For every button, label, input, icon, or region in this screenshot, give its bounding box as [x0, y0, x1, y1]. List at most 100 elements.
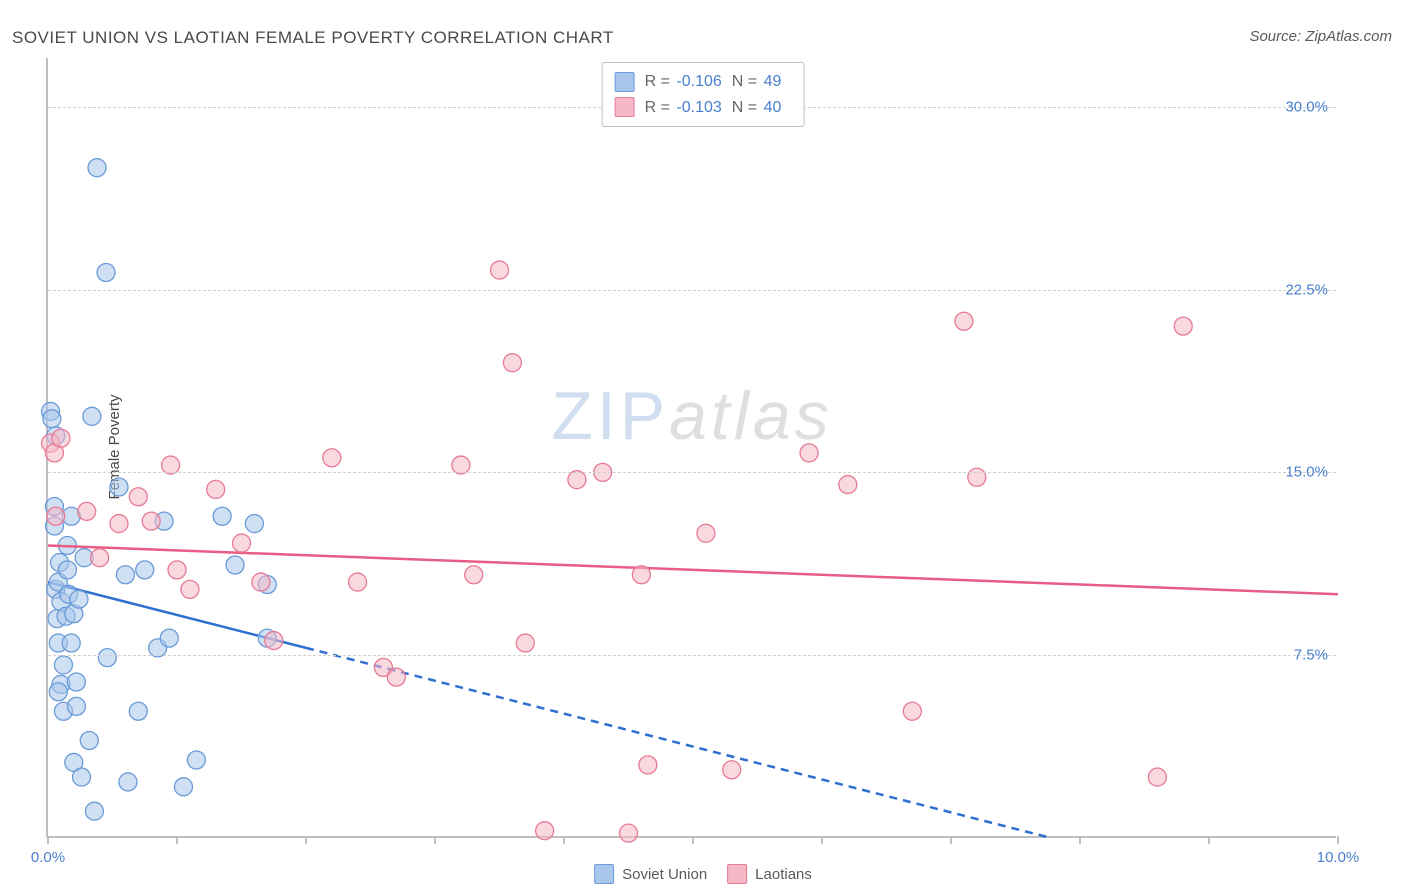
x-tick — [563, 836, 565, 844]
point-soviet — [213, 507, 231, 525]
n-value: 49 — [764, 73, 782, 90]
legend-series-label: Laotians — [755, 866, 812, 883]
point-soviet — [116, 566, 134, 584]
point-laotian — [516, 634, 534, 652]
point-laotian — [800, 444, 818, 462]
x-tick — [1079, 836, 1081, 844]
point-soviet — [67, 673, 85, 691]
point-soviet — [88, 159, 106, 177]
legend-series-item: Soviet Union — [594, 864, 707, 884]
point-soviet — [43, 410, 61, 428]
x-tick — [434, 836, 436, 844]
point-soviet — [98, 649, 116, 667]
point-laotian — [1148, 768, 1166, 786]
legend-correlation-row: R = -0.103 N = 40 — [615, 95, 792, 121]
plot-svg — [48, 58, 1336, 836]
x-tick — [821, 836, 823, 844]
point-laotian — [697, 524, 715, 542]
point-laotian — [903, 702, 921, 720]
point-soviet — [226, 556, 244, 574]
point-soviet — [70, 590, 88, 608]
legend-series: Soviet Union Laotians — [594, 864, 812, 884]
x-tick — [1337, 836, 1339, 844]
point-laotian — [207, 480, 225, 498]
legend-correlation: R = -0.106N = 49R = -0.103N = 40 — [602, 62, 805, 127]
point-laotian — [839, 476, 857, 494]
point-soviet — [119, 773, 137, 791]
n-label: N = — [732, 73, 757, 90]
point-laotian — [452, 456, 470, 474]
point-soviet — [58, 561, 76, 579]
r-label: R = — [645, 73, 670, 90]
legend-swatch — [727, 864, 747, 884]
point-laotian — [168, 561, 186, 579]
y-tick-label: 30.0% — [1285, 98, 1328, 115]
x-tick — [176, 836, 178, 844]
legend-series-item: Laotians — [727, 864, 812, 884]
point-laotian — [142, 512, 160, 530]
point-laotian — [503, 354, 521, 372]
point-laotian — [233, 534, 251, 552]
point-soviet — [73, 768, 91, 786]
point-laotian — [129, 488, 147, 506]
point-laotian — [91, 549, 109, 567]
point-laotian — [968, 468, 986, 486]
legend-correlation-row: R = -0.106N = 49 — [615, 69, 792, 95]
gridline-h — [48, 655, 1336, 656]
point-laotian — [536, 822, 554, 840]
point-soviet — [49, 683, 67, 701]
source-attribution: Source: ZipAtlas.com — [1249, 28, 1392, 45]
point-laotian — [1174, 317, 1192, 335]
point-soviet — [174, 778, 192, 796]
r-value: -0.103 — [676, 99, 721, 116]
point-laotian — [568, 471, 586, 489]
x-tick — [47, 836, 49, 844]
point-soviet — [67, 697, 85, 715]
n-label: N = — [732, 99, 757, 116]
point-laotian — [47, 507, 65, 525]
point-laotian — [632, 566, 650, 584]
point-soviet — [245, 515, 263, 533]
x-tick-label: 0.0% — [31, 849, 65, 866]
x-tick — [305, 836, 307, 844]
legend-swatch — [615, 97, 635, 117]
point-soviet — [80, 732, 98, 750]
point-soviet — [62, 634, 80, 652]
point-soviet — [54, 656, 72, 674]
legend-swatch — [594, 864, 614, 884]
legend-swatch — [615, 72, 635, 92]
x-tick — [692, 836, 694, 844]
point-laotian — [78, 502, 96, 520]
point-laotian — [620, 824, 638, 842]
chart-container: SOVIET UNION VS LAOTIAN FEMALE POVERTY C… — [0, 0, 1406, 892]
point-laotian — [110, 515, 128, 533]
point-laotian — [349, 573, 367, 591]
point-laotian — [955, 312, 973, 330]
point-soviet — [85, 802, 103, 820]
point-soviet — [83, 407, 101, 425]
point-laotian — [52, 429, 70, 447]
point-laotian — [181, 580, 199, 598]
point-laotian — [639, 756, 657, 774]
point-laotian — [252, 573, 270, 591]
point-laotian — [465, 566, 483, 584]
gridline-h — [48, 290, 1336, 291]
gridline-h — [48, 472, 1336, 473]
y-tick-label: 7.5% — [1294, 647, 1328, 664]
r-label: R = — [645, 99, 670, 116]
x-tick-label: 10.0% — [1317, 849, 1360, 866]
x-tick — [1208, 836, 1210, 844]
chart-title: SOVIET UNION VS LAOTIAN FEMALE POVERTY C… — [12, 28, 614, 48]
point-laotian — [323, 449, 341, 467]
point-soviet — [160, 629, 178, 647]
n-value: 40 — [764, 99, 782, 116]
point-laotian — [265, 632, 283, 650]
trendline-soviet-dashed — [306, 648, 1051, 838]
x-tick — [950, 836, 952, 844]
point-laotian — [162, 456, 180, 474]
point-laotian — [387, 668, 405, 686]
point-soviet — [97, 264, 115, 282]
legend-series-label: Soviet Union — [622, 866, 707, 883]
point-laotian — [723, 761, 741, 779]
point-soviet — [129, 702, 147, 720]
